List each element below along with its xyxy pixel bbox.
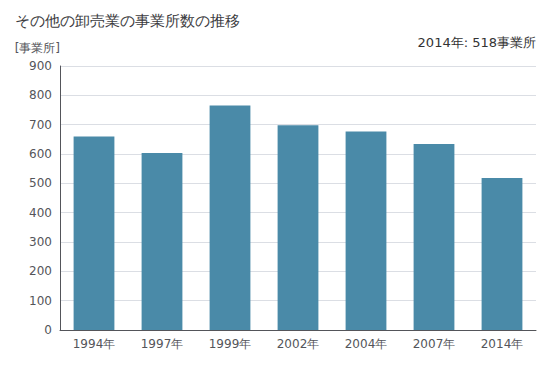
svg-text:200: 200	[29, 264, 52, 278]
svg-text:1994年: 1994年	[73, 337, 116, 351]
svg-text:600: 600	[29, 147, 52, 161]
svg-text:300: 300	[29, 235, 52, 249]
svg-text:2014年: 2014年	[481, 337, 524, 351]
svg-text:800: 800	[29, 88, 52, 102]
svg-text:2007年: 2007年	[413, 337, 456, 351]
svg-text:700: 700	[29, 118, 52, 132]
svg-text:2002年: 2002年	[277, 337, 320, 351]
svg-text:1997年: 1997年	[141, 337, 184, 351]
svg-text:その他の卸売業の事業所数の推移: その他の卸売業の事業所数の推移	[15, 12, 240, 30]
svg-text:2014年: 518事業所: 2014年: 518事業所	[418, 35, 536, 50]
svg-text:0: 0	[44, 323, 52, 337]
svg-text:400: 400	[29, 206, 52, 220]
svg-text:1999年: 1999年	[209, 337, 252, 351]
svg-text:900: 900	[29, 59, 52, 73]
svg-text:2004年: 2004年	[345, 337, 388, 351]
svg-text:100: 100	[29, 294, 52, 308]
svg-text:[事業所]: [事業所]	[15, 41, 60, 55]
svg-text:500: 500	[29, 176, 52, 190]
